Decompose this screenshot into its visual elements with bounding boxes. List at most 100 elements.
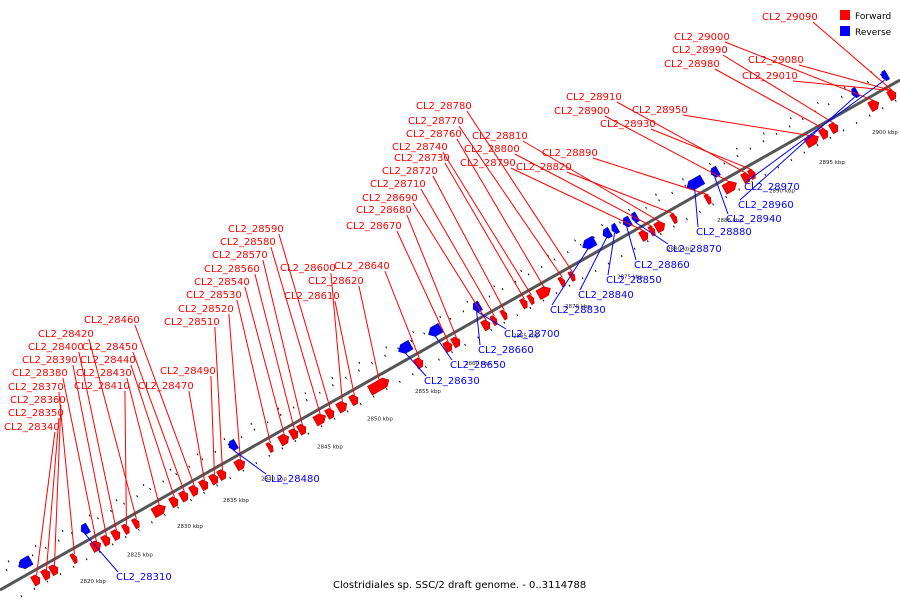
reverse-gene-3 [398, 339, 414, 354]
forward-gene-27 [442, 341, 453, 353]
reverse-leader-line [626, 226, 637, 261]
forward-gene-label: CL2_28540 [194, 277, 250, 288]
forward-gene-label: CL2_28610 [284, 291, 340, 302]
reverse-gene-10 [631, 211, 640, 223]
forward-gene-label: CL2_28470 [138, 381, 194, 392]
forward-gene-label: CL2_28780 [416, 101, 472, 112]
reverse-gene-label: CL2_28630 [424, 376, 480, 387]
forward-leader-line [188, 390, 205, 481]
forward-leader-line [510, 167, 645, 232]
reverse-leader-line [476, 310, 507, 330]
forward-gene-label: CL2_28990 [672, 45, 728, 56]
forward-gene-label: CL2_28570 [212, 250, 268, 261]
forward-leader-line [604, 115, 731, 183]
forward-gene-18 [277, 434, 290, 447]
reverse-leader-line [434, 334, 453, 361]
reverse-leader-line [551, 247, 589, 306]
forward-gene-label: CL2_28670 [346, 221, 402, 232]
forward-leader-line [358, 285, 380, 382]
reverse-leader-line [745, 79, 885, 183]
forward-gene-36 [567, 271, 576, 282]
reverse-gene-7 [602, 226, 613, 239]
forward-gene-17 [265, 442, 274, 454]
reverse-gene-label: CL2_28700 [504, 329, 560, 340]
reverse-leader-line [404, 351, 427, 377]
forward-gene-label: CL2_28420 [38, 329, 94, 340]
forward-gene-label: CL2_28370 [8, 382, 64, 393]
forward-gene-25 [367, 377, 390, 396]
forward-leader-line [442, 151, 532, 296]
reverse-gene-6 [582, 235, 598, 250]
forward-leader-line [420, 188, 495, 317]
forward-leader-line [514, 153, 653, 228]
tick-label: 2875 kbp [617, 275, 643, 281]
forward-leader-line [412, 202, 487, 321]
forward-leader-line [244, 286, 285, 436]
forward-gene-label: CL2_28900 [554, 106, 610, 117]
forward-leader-line [35, 431, 56, 576]
forward-leader-line [406, 214, 457, 338]
forward-gene-21 [312, 413, 326, 427]
forward-leader-line [330, 272, 343, 403]
reverse-gene-label: CL2_28880 [696, 227, 752, 238]
forward-gene-label: CL2_28360 [10, 395, 66, 406]
legend-swatch-reverse [840, 26, 850, 36]
tick-label: 2870 kbp [565, 304, 591, 310]
forward-leader-line [124, 390, 127, 525]
forward-gene-23 [335, 401, 348, 414]
forward-leader-line [798, 64, 893, 92]
forward-gene-11 [178, 490, 189, 503]
forward-leader-line [432, 175, 505, 311]
forward-gene-3 [69, 553, 78, 565]
forward-gene-label: CL2_28530 [186, 290, 242, 301]
forward-leader-line [650, 128, 753, 171]
reverse-gene-label: CL2_28840 [578, 290, 634, 301]
reverse-gene-label: CL2_28960 [738, 200, 794, 211]
tick-label: 2890 kbp [769, 189, 795, 195]
forward-gene-47 [828, 122, 839, 135]
forward-gene-10 [168, 496, 179, 509]
tick-label: 2860 kbp [465, 361, 491, 367]
tick-label: 2820 kbp [80, 579, 106, 585]
forward-leader-line [444, 162, 525, 300]
forward-gene-39 [653, 220, 666, 234]
tick-label: 2885 kbp [717, 218, 743, 224]
reverse-gene-label: CL2_28940 [726, 214, 782, 225]
forward-gene-label: CL2_28800 [464, 144, 520, 155]
forward-leader-line [724, 41, 875, 102]
forward-leader-line [53, 404, 62, 566]
map-caption: Clostridiales sp. SSC/2 draft genome. - … [333, 580, 586, 591]
forward-leader-line [334, 300, 355, 396]
tick-label: 2865 kbp [513, 334, 539, 340]
reverse-gene-label: CL2_28830 [550, 305, 606, 316]
forward-gene-label: CL2_28510 [164, 317, 220, 328]
forward-leader-line [62, 377, 97, 542]
forward-leader-line [132, 351, 185, 493]
forward-gene-label: CL2_28730 [394, 153, 450, 164]
forward-gene-24 [348, 394, 359, 407]
forward-gene-9 [150, 504, 166, 519]
forward-gene-14 [208, 473, 219, 486]
forward-leader-line [45, 417, 60, 571]
forward-gene-label: CL2_28490 [160, 366, 216, 377]
forward-leader-line [134, 324, 195, 487]
forward-gene-label: CL2_28890 [542, 148, 598, 159]
tick-label: 2895 kbp [819, 160, 845, 166]
reverse-leader-line [634, 221, 669, 245]
reverse-gene-14 [881, 69, 890, 82]
reverse-leader-line [232, 449, 267, 475]
forward-gene-label: CL2_28400 [28, 342, 84, 353]
forward-gene-label: CL2_28690 [362, 193, 418, 204]
forward-leader-line [210, 375, 215, 475]
forward-leader-line [228, 313, 241, 461]
forward-gene-35 [557, 276, 566, 288]
forward-leader-line [58, 391, 75, 555]
forward-gene-label: CL2_28710 [370, 179, 426, 190]
forward-leader-line [130, 364, 175, 498]
reverse-gene-label: CL2_28870 [666, 244, 722, 255]
forward-gene-label: CL2_28430 [76, 368, 132, 379]
reverse-leader-line [714, 176, 729, 215]
forward-leader-line [126, 377, 160, 507]
